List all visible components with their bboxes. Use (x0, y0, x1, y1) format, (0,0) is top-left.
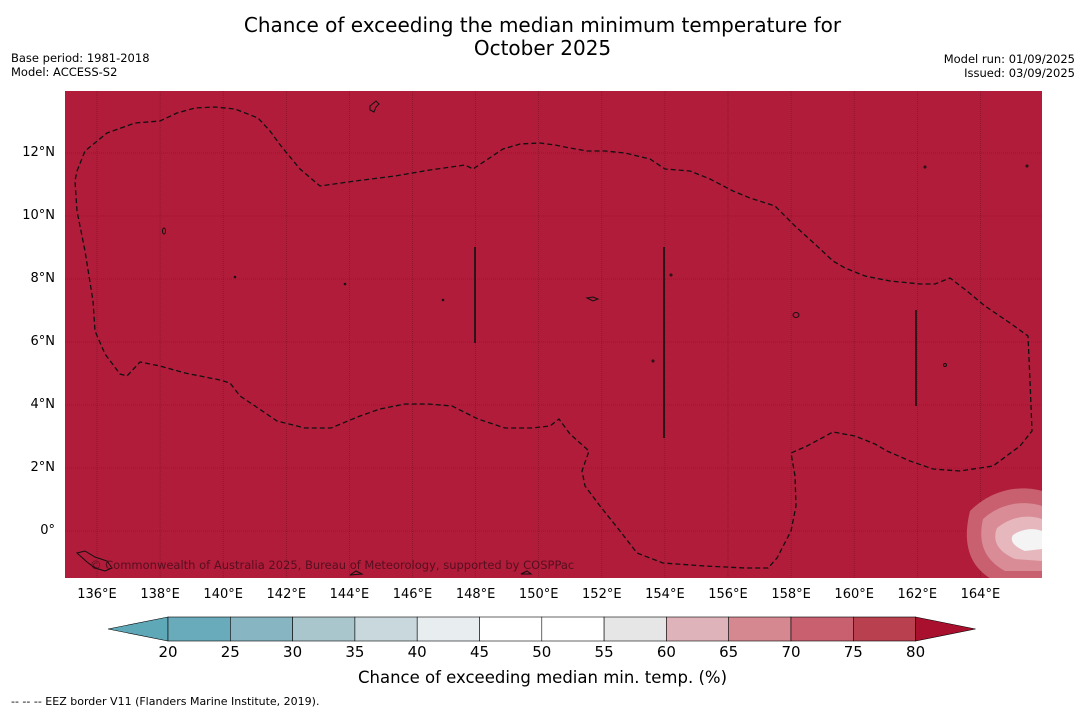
colorbar-segment (230, 616, 293, 642)
lon-label: 150°E (518, 587, 559, 602)
lat-label: 4°N (30, 397, 56, 412)
colorbar-extend-low (107, 616, 169, 642)
colorbar-segment (666, 616, 730, 642)
colorbar-extend-high (915, 616, 976, 642)
colorbar-segment (167, 616, 231, 642)
colorbar-tick-label: 25 (220, 643, 240, 661)
colorbar-tick-label: 80 (906, 643, 926, 661)
lat-label: 8°N (30, 271, 56, 286)
map-panel (65, 91, 1042, 578)
colorbar-tick-label: 45 (469, 643, 490, 661)
colorbar-segment (479, 616, 543, 642)
colorbar-tick-label: 35 (345, 643, 365, 661)
colorbar-segment (292, 616, 356, 642)
issued-date: Issued: 03/09/2025 (964, 66, 1075, 80)
colorbar-tick-label: 55 (594, 643, 614, 661)
lon-label: 154°E (645, 587, 685, 602)
lon-label: 162°E (897, 587, 938, 602)
lat-label: 2°N (30, 460, 56, 475)
footnote: -- -- -- EEZ border V11 (Flanders Marine… (11, 695, 320, 708)
colorbar-tick-label: 20 (158, 643, 178, 661)
lon-label: 156°E (708, 587, 748, 602)
lon-label: 158°E (771, 587, 811, 602)
eez-border (74, 106, 1033, 569)
lat-label: 12°N (22, 145, 55, 160)
colorbar-tick-label: 70 (781, 643, 801, 661)
colorbar-segment (541, 616, 605, 642)
model-name: Model: ACCESS-S2 (11, 65, 118, 79)
colorbar-tick-label: 30 (283, 643, 303, 661)
lon-label: 148°E (455, 587, 496, 602)
copyright-notice: © Commonwealth of Australia 2025, Bureau… (90, 558, 575, 572)
base-period: Base period: 1981-2018 (11, 51, 150, 65)
island-outlines (75, 100, 1029, 576)
meridian-marks (474, 247, 917, 438)
colorbar-tick-label: 60 (656, 643, 676, 661)
colorbar-tick-label: 40 (407, 643, 427, 661)
model-run: Model run: 01/09/2025 (943, 52, 1075, 66)
colorbar (107, 616, 976, 642)
colorbar-segment (790, 616, 854, 642)
colorbar-title: Chance of exceeding median min. temp. (%… (357, 668, 728, 687)
lon-label: 142°E (266, 587, 307, 602)
lon-label: 140°E (203, 587, 243, 602)
lon-label: 136°E (77, 587, 117, 602)
title-line-1: Chance of exceeding the median minimum t… (243, 13, 842, 37)
lon-label: 144°E (329, 587, 370, 602)
lon-label: 160°E (834, 587, 874, 602)
lon-label: 152°E (582, 587, 622, 602)
colorbar-segment (416, 616, 480, 642)
chart-title: Chance of exceeding the median minimum t… (0, 14, 1085, 60)
lon-label: 164°E (960, 587, 1001, 602)
graticule (65, 91, 1042, 578)
lat-label: 10°N (22, 208, 55, 223)
colorbar-segment (603, 616, 667, 642)
title-line-2: October 2025 (473, 36, 612, 60)
lat-label: 6°N (30, 334, 56, 349)
lon-label: 146°E (392, 587, 433, 602)
colorbar-segment (728, 616, 792, 642)
colorbar-tick-label: 75 (843, 643, 863, 661)
lon-label: 138°E (140, 587, 180, 602)
anomaly-patch (966, 488, 1042, 578)
lat-label: 0° (40, 523, 55, 538)
meta-left: Base period: 1981-2018 Model: ACCESS-S2 (11, 51, 150, 79)
colorbar-tick-label: 65 (719, 643, 739, 661)
colorbar-tick-label: 50 (532, 643, 552, 661)
meta-right: Model run: 01/09/2025 Issued: 03/09/2025 (944, 52, 1075, 80)
colorbar-segment (354, 616, 418, 642)
map-svg (65, 91, 1042, 578)
colorbar-segment (852, 616, 916, 642)
